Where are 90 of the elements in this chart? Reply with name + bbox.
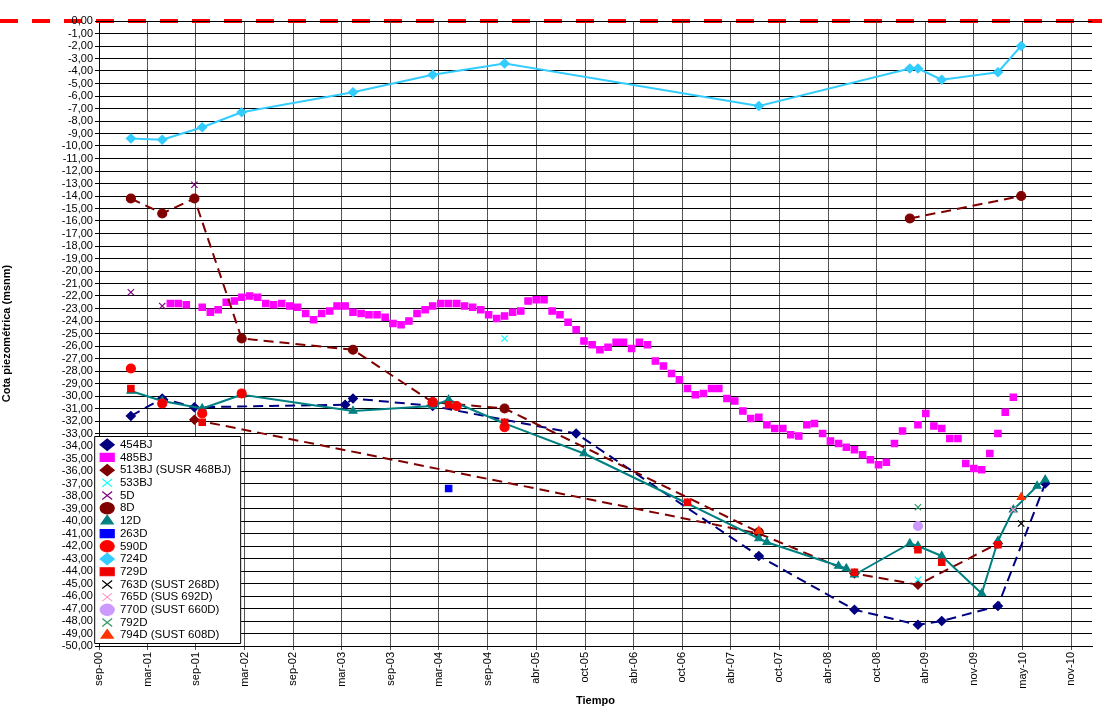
y-tick-label: -6,00	[67, 89, 93, 102]
legend-label: 724D	[119, 552, 148, 565]
legend-label: 485BJ	[119, 450, 153, 463]
y-tick-label: -28,00	[61, 364, 93, 377]
y-tick-label: -22,00	[61, 289, 93, 302]
y-tick-label: -48,00	[61, 614, 93, 627]
legend-label: 263D	[119, 526, 148, 539]
x-tick-label: oct-07	[772, 652, 785, 683]
y-tick-label: -15,00	[61, 201, 93, 214]
y-tick-label: -10,00	[61, 139, 93, 152]
legend-label: 794D (SUST 608D)	[119, 628, 220, 641]
x-tick-label: oct-06	[675, 652, 688, 683]
y-tick-label: -47,00	[61, 601, 93, 614]
x-tick-label: nov-09	[966, 652, 979, 686]
x-tick-label: sep-01	[188, 652, 201, 686]
x-tick-label: oct-08	[869, 652, 882, 683]
y-tick-label: -36,00	[61, 464, 93, 477]
legend-label: 454BJ	[119, 437, 153, 450]
x-tick-label: abr-08	[821, 652, 834, 684]
y-tick-label: -31,00	[61, 401, 93, 414]
x-tick-label: abr-05	[529, 652, 542, 684]
y-tick-label: -7,00	[67, 101, 93, 114]
y-tick-label: -42,00	[61, 539, 93, 552]
y-tick-label: -46,00	[61, 589, 93, 602]
y-tick-label: -18,00	[61, 239, 93, 252]
x-tick-label: abr-06	[626, 652, 639, 684]
y-tick-label: -14,00	[61, 189, 93, 202]
y-tick-label: -45,00	[61, 576, 93, 589]
x-tick-label: oct-05	[578, 652, 591, 683]
legend-label: 792D	[119, 615, 148, 628]
y-tick-label: -49,00	[61, 626, 93, 639]
y-tick-label: -29,00	[61, 376, 93, 389]
legend-label: 590D	[119, 539, 148, 552]
legend-label: 533BJ	[119, 476, 153, 489]
y-tick-label: -39,00	[61, 501, 93, 514]
y-tick-label: -17,00	[61, 226, 93, 239]
y-tick-label: -9,00	[67, 126, 93, 139]
y-tick-label: -32,00	[61, 414, 93, 427]
y-tick-label: -26,00	[61, 339, 93, 352]
y-tick-label: -35,00	[61, 451, 93, 464]
legend-label: 729D	[119, 564, 148, 577]
y-tick-label: -41,00	[61, 526, 93, 539]
y-tick-label: -30,00	[61, 389, 93, 402]
x-tick-label: may-10	[1015, 652, 1028, 689]
y-tick-label: -19,00	[61, 251, 93, 264]
y-tick-label: -13,00	[61, 176, 93, 189]
y-tick-label: 0,00	[71, 14, 93, 27]
x-tick-label: nov-10	[1064, 652, 1077, 686]
y-tick-label: -4,00	[67, 64, 93, 77]
x-tick-label: sep-00	[92, 652, 105, 686]
y-tick-label: -1,00	[67, 26, 93, 39]
y-tick-label: -24,00	[61, 314, 93, 327]
y-tick-label: -21,00	[61, 276, 93, 289]
x-tick-label: abr-09	[918, 652, 931, 684]
x-tick-label: abr-07	[723, 652, 736, 684]
y-tick-label: -8,00	[67, 114, 93, 127]
legend-label: 765D (SUS 692D)	[119, 590, 213, 603]
legend-label: 8D	[119, 501, 135, 514]
x-axis-title: Tiempo	[576, 694, 616, 707]
y-tick-label: -2,00	[67, 39, 93, 52]
x-tick-label: mar-01	[140, 652, 153, 687]
y-tick-label: -34,00	[61, 439, 93, 452]
y-axis-title: Cota piezométrica (msnm)	[0, 264, 12, 403]
legend-label: 513BJ (SUSR 468BJ)	[119, 463, 232, 476]
y-tick-label: -37,00	[61, 476, 93, 489]
y-tick-label: -33,00	[61, 426, 93, 439]
y-tick-label: -43,00	[61, 551, 93, 564]
y-tick-label: -25,00	[61, 326, 93, 339]
y-tick-label: -12,00	[61, 164, 93, 177]
y-tick-label: -5,00	[67, 76, 93, 89]
y-tick-label: -44,00	[61, 564, 93, 577]
legend-label: 5D	[119, 488, 135, 501]
x-tick-label: mar-02	[237, 652, 250, 687]
y-tick-label: -50,00	[61, 639, 93, 652]
legend-label: 770D (SUST 660D)	[119, 603, 220, 616]
y-tick-label: -27,00	[61, 351, 93, 364]
y-tick-label: -16,00	[61, 214, 93, 227]
legend-label: 12D	[119, 514, 142, 527]
y-tick-label: -40,00	[61, 514, 93, 527]
y-tick-label: -23,00	[61, 301, 93, 314]
y-tick-label: -20,00	[61, 264, 93, 277]
y-tick-label: -3,00	[67, 51, 93, 64]
y-tick-label: -38,00	[61, 489, 93, 502]
x-tick-label: sep-03	[383, 652, 396, 686]
x-tick-label: mar-03	[334, 652, 347, 687]
x-tick-label: sep-02	[286, 652, 299, 686]
legend-label: 763D (SUST 268D)	[119, 577, 220, 590]
y-tick-label: -11,00	[62, 151, 93, 164]
x-tick-label: sep-04	[480, 652, 493, 686]
x-tick-label: mar-04	[432, 652, 444, 687]
